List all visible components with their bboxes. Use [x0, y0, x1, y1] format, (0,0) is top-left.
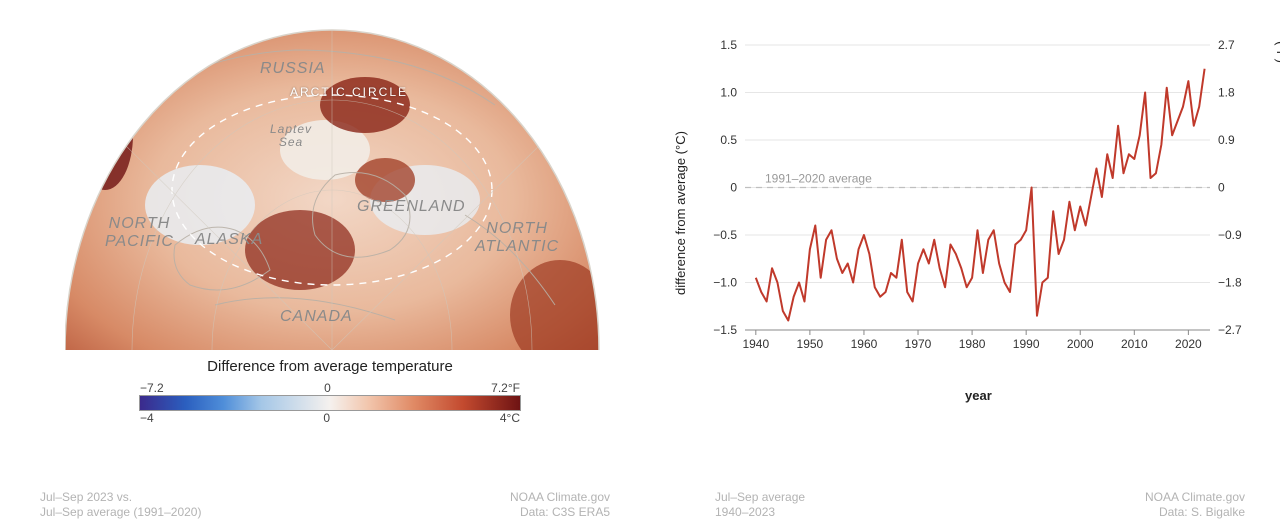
cb-c-min: −4: [140, 411, 154, 425]
cb-f-max: 7.2°F: [491, 381, 520, 395]
svg-text:1980: 1980: [959, 337, 986, 351]
cb-c-zero: 0: [323, 411, 330, 425]
svg-text:2020: 2020: [1175, 337, 1202, 351]
label-alaska: ALASKA: [195, 231, 263, 249]
map-footer-left: Jul–Sep 2023 vs. Jul–Sep average (1991–2…: [40, 490, 201, 521]
y-axis-label-f: difference from average (°F): [1274, 41, 1280, 98]
svg-text:0.5: 0.5: [720, 133, 737, 147]
cb-f-zero: 0: [324, 381, 331, 395]
cb-c-max: 4°C: [500, 411, 520, 425]
svg-text:−1.8: −1.8: [1218, 276, 1242, 290]
svg-text:0: 0: [730, 181, 737, 195]
x-ticks: 1940 1950 1960 1970 1980 1990 2000 2010 2020: [742, 330, 1210, 351]
svg-text:1.8: 1.8: [1218, 86, 1235, 100]
label-russia: RUSSIA: [260, 60, 326, 78]
map-panel: RUSSIA ARCTIC CIRCLE Laptev Sea ALASKA G…: [0, 0, 640, 529]
svg-text:−1.5: −1.5: [713, 323, 737, 337]
label-greenland: GREENLAND: [357, 198, 466, 216]
svg-text:2.7: 2.7: [1218, 38, 1235, 52]
svg-text:1.0: 1.0: [720, 86, 737, 100]
colorbar: Difference from average temperature −7.2…: [115, 358, 545, 425]
svg-text:1.5: 1.5: [720, 38, 737, 52]
cb-f-min: −7.2: [140, 381, 164, 395]
label-canada: CANADA: [280, 308, 353, 326]
y-ticks-fahrenheit: −2.7 −1.8 −0.9 0 0.9 1.8 2.7: [1218, 38, 1242, 337]
svg-text:−0.9: −0.9: [1218, 228, 1242, 242]
svg-text:1960: 1960: [851, 337, 878, 351]
svg-text:1950: 1950: [797, 337, 824, 351]
timeseries-svg: 1991–2020 average −1.5 −1.0 −0.5 0 0.5 1.0 1.5…: [700, 35, 1255, 365]
colorbar-ticks-c: −4 0 4°C: [140, 411, 520, 425]
colorbar-title: Difference from average temperature: [115, 358, 545, 375]
svg-text:0: 0: [1218, 181, 1225, 195]
svg-text:−1.0: −1.0: [713, 276, 737, 290]
arctic-globe: RUSSIA ARCTIC CIRCLE Laptev Sea ALASKA G…: [65, 15, 600, 350]
svg-text:1940: 1940: [742, 337, 769, 351]
baseline-label: 1991–2020 average: [765, 172, 872, 186]
x-axis-label: year: [965, 388, 992, 403]
map-footer-right: NOAA Climate.gov Data: C3S ERA5: [510, 490, 610, 521]
ts-footer-left: Jul–Sep average 1940–2023: [715, 490, 805, 521]
ts-footer-right: NOAA Climate.gov Data: S. Bigalke: [1145, 490, 1245, 521]
label-laptev: Laptev Sea: [270, 123, 312, 149]
label-n-atlantic: NORTH ATLANTIC: [475, 220, 559, 255]
svg-text:−0.5: −0.5: [713, 228, 737, 242]
svg-text:2000: 2000: [1067, 337, 1094, 351]
svg-text:2010: 2010: [1121, 337, 1148, 351]
figure-root: RUSSIA ARCTIC CIRCLE Laptev Sea ALASKA G…: [0, 0, 1280, 529]
timeseries-panel: 1991–2020 average −1.5 −1.0 −0.5 0 0.5 1.0 1.5…: [640, 0, 1280, 529]
label-n-pacific: NORTH PACIFIC: [105, 215, 174, 250]
colorbar-ticks-f: −7.2 0 7.2°F: [140, 381, 520, 395]
svg-text:1990: 1990: [1013, 337, 1040, 351]
svg-text:1970: 1970: [905, 337, 932, 351]
globe-svg: [65, 15, 600, 350]
svg-text:−2.7: −2.7: [1218, 323, 1242, 337]
svg-text:0.9: 0.9: [1218, 133, 1235, 147]
y-axis-label-c: difference from average (°C): [673, 131, 688, 295]
label-arctic-circle: ARCTIC CIRCLE: [290, 85, 408, 99]
colorbar-gradient: [139, 395, 521, 411]
y-ticks-celsius: −1.5 −1.0 −0.5 0 0.5 1.0 1.5: [713, 38, 737, 337]
